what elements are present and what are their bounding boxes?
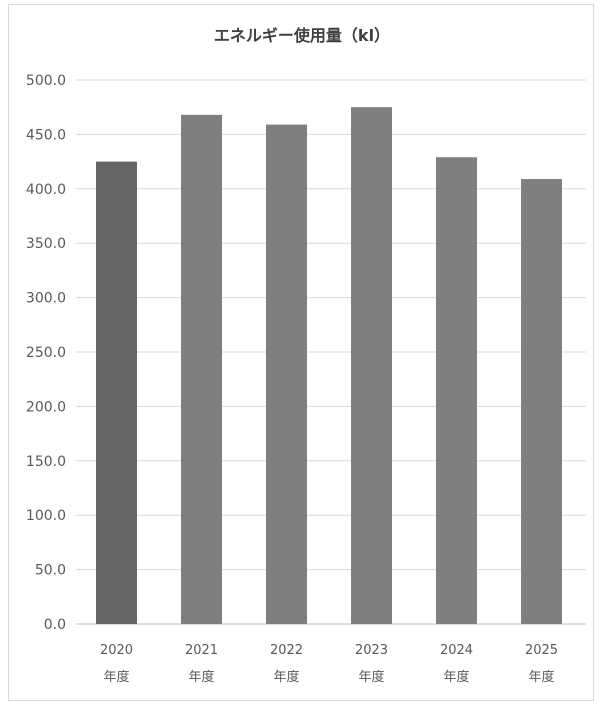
bar-2024 <box>436 157 477 625</box>
y-tick-label: 300.0 <box>26 291 66 307</box>
x-tick-label-suffix: 年度 <box>358 669 384 685</box>
y-tick-label: 50.0 <box>35 563 66 579</box>
chart-title: エネルギー使用量（kl） <box>214 26 390 45</box>
y-tick-label: 450.0 <box>26 127 66 143</box>
x-tick-label-year: 2020 <box>100 643 133 658</box>
x-tick-label-suffix: 年度 <box>528 669 554 685</box>
y-tick-label: 150.0 <box>26 454 66 470</box>
x-tick-label-year: 2022 <box>270 643 303 658</box>
gridlines <box>76 79 586 625</box>
x-axis-ticks: 2020 年度 2021 年度 2022 年度 2023 年度 2024 年度 2025 年度 <box>100 643 558 685</box>
x-tick-label-suffix: 年度 <box>188 669 214 685</box>
y-tick-label: 100.0 <box>26 508 66 524</box>
y-tick-label: 250.0 <box>26 345 66 361</box>
bar-2020 <box>96 161 137 624</box>
bar-2022 <box>266 124 307 624</box>
x-tick-label-suffix: 年度 <box>103 669 129 685</box>
x-tick-label-suffix: 年度 <box>443 669 469 685</box>
x-tick-label-year: 2025 <box>525 643 558 658</box>
x-tick-label-suffix: 年度 <box>273 669 299 685</box>
y-tick-label: 350.0 <box>26 236 66 252</box>
bar-2021 <box>181 114 222 624</box>
bar-2025 <box>521 179 562 624</box>
x-tick-label-year: 2023 <box>355 643 388 658</box>
x-tick-label-year: 2024 <box>440 643 473 658</box>
y-tick-label: 500.0 <box>26 73 66 89</box>
x-tick-label-year: 2021 <box>185 643 218 658</box>
bar-2023 <box>351 107 392 624</box>
bars <box>96 107 562 625</box>
y-tick-label: 0.0 <box>44 617 66 633</box>
y-tick-label: 200.0 <box>26 399 66 415</box>
y-axis-ticks: 0.0 50.0 100.0 150.0 200.0 250.0 300.0 350.0 400… <box>26 73 66 633</box>
y-tick-label: 400.0 <box>26 182 66 198</box>
